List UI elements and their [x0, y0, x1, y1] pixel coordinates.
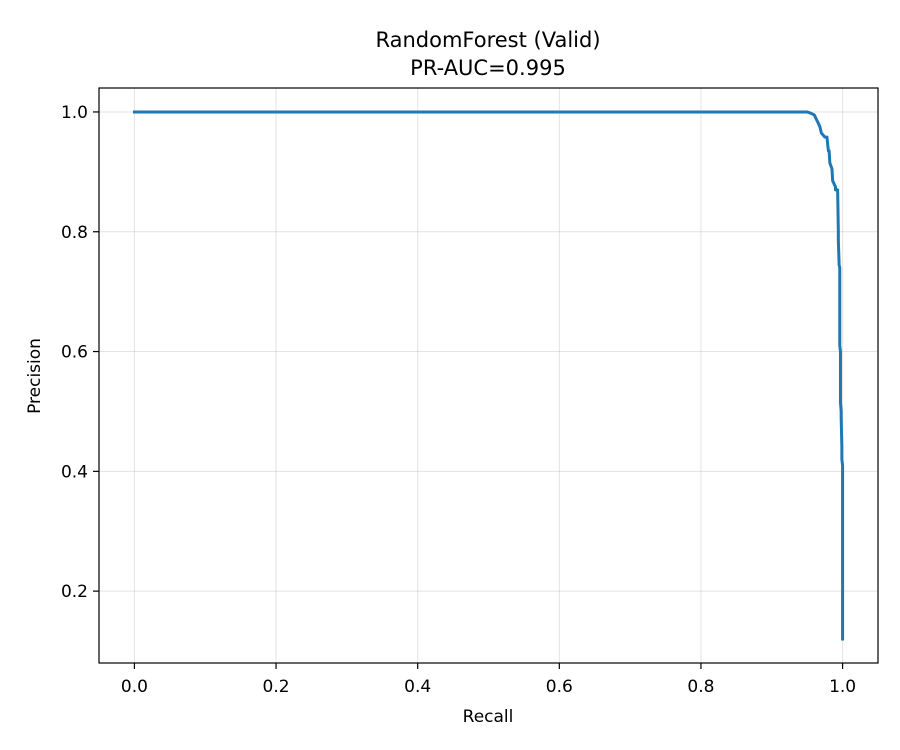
chart-title: RandomForest (Valid) — [375, 28, 600, 52]
plot-frame — [98, 87, 879, 664]
pr-curve-line-0 — [132, 110, 845, 641]
y-tick-label-1: 0.4 — [61, 462, 88, 482]
y-tick-label-3: 0.8 — [61, 223, 88, 243]
x-tick-label-2: 0.4 — [404, 677, 431, 697]
series-layer — [132, 110, 845, 641]
x-axis-label: Recall — [463, 707, 514, 727]
x-tick-label-4: 0.8 — [687, 677, 714, 697]
x-tick-label-0: 0.0 — [121, 677, 148, 697]
x-tick-label-1: 0.2 — [263, 677, 290, 697]
x-tick-label-5: 1.0 — [829, 677, 856, 697]
x-axis-ticks: 0.0 0.2 0.4 0.6 0.8 1.0 — [121, 663, 856, 697]
y-tick-label-4: 1.0 — [61, 103, 88, 123]
y-axis-label: Precision — [25, 338, 45, 414]
x-tick-label-3: 0.6 — [546, 677, 573, 697]
y-tick-label-0: 0.2 — [61, 582, 88, 602]
y-axis-ticks: 0.2 0.4 0.6 0.8 1.0 — [61, 103, 99, 602]
chart-subtitle: PR-AUC=0.995 — [410, 56, 566, 80]
y-tick-label-2: 0.6 — [61, 343, 88, 363]
